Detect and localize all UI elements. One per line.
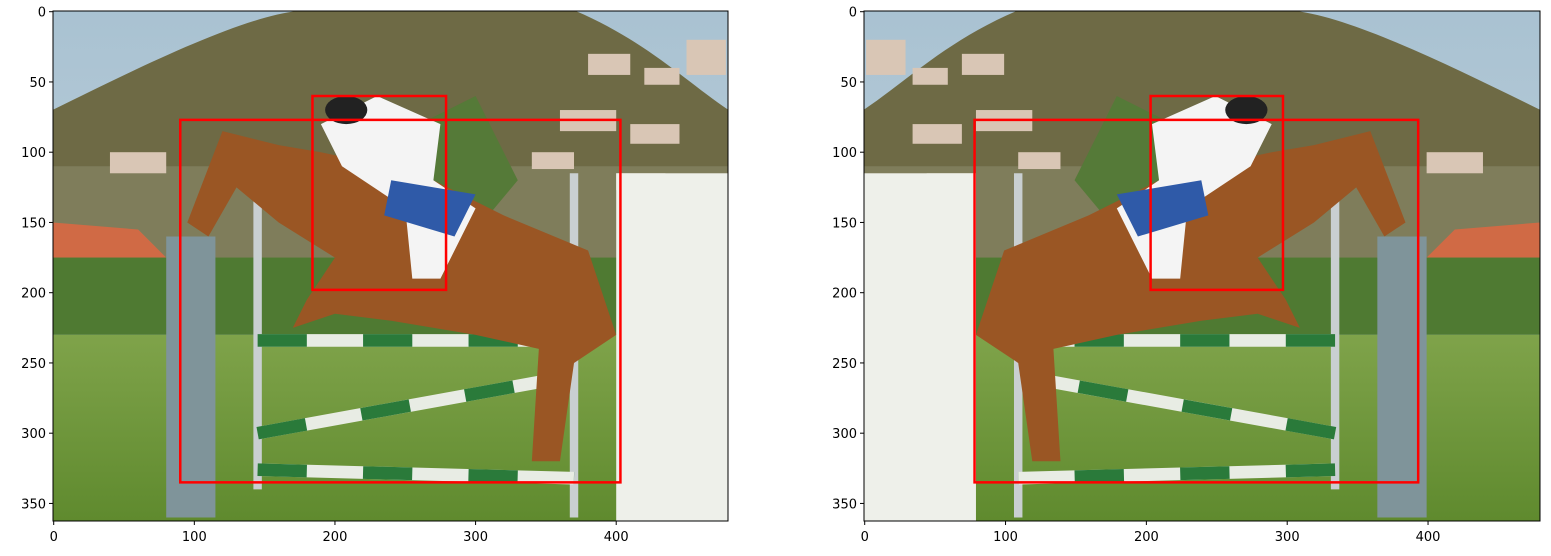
y-tick-label: 350 (832, 497, 857, 512)
y-tick-label: 200 (832, 287, 857, 302)
photo-image (52, 10, 728, 521)
y-tick-label: 0 (849, 6, 857, 21)
photo (863, 10, 1540, 521)
y-tick-label: 100 (21, 146, 46, 161)
panel: 0 100 200 300 400 0 50 100 150 200 250 300 350 (832, 6, 1541, 545)
y-tick-label: 150 (832, 216, 857, 231)
bounding-box (1149, 94, 1285, 292)
axes-frame (863, 10, 1541, 522)
y-tick-label: 50 (29, 76, 46, 91)
x-tick-label: 300 (463, 530, 488, 545)
x-tick-label: 200 (323, 530, 348, 545)
y-tick-label: 100 (832, 146, 857, 161)
bounding-box (311, 94, 448, 292)
x-tick-label: 0 (861, 530, 869, 545)
x-tick-label: 400 (604, 530, 629, 545)
y-tick-label: 300 (21, 427, 46, 442)
x-tick-label: 100 (182, 530, 207, 545)
photo-image (863, 10, 1540, 521)
y-tick-label: 300 (832, 427, 857, 442)
x-tick-label: 100 (993, 530, 1018, 545)
bounding-box (973, 118, 1420, 484)
axes-frame (52, 10, 729, 522)
x-tick-label: 0 (50, 530, 58, 545)
bounding-box (179, 118, 622, 484)
x-tick-label: 400 (1416, 530, 1441, 545)
y-tick-label: 50 (840, 76, 857, 91)
y-tick-label: 250 (21, 357, 46, 372)
panels: 0 100 200 300 400 0 50 100 150 200 250 300 350 0 100 20… (21, 6, 1541, 545)
panel: 0 100 200 300 400 0 50 100 150 200 250 300 350 (21, 6, 729, 545)
x-tick-label: 200 (1134, 530, 1159, 545)
x-tick-label: 300 (1275, 530, 1300, 545)
y-tick-label: 200 (21, 287, 46, 302)
y-tick-label: 150 (21, 216, 46, 231)
y-tick-label: 0 (38, 6, 46, 21)
y-tick-label: 350 (21, 497, 46, 512)
photo (52, 10, 728, 521)
y-tick-label: 250 (832, 357, 857, 372)
